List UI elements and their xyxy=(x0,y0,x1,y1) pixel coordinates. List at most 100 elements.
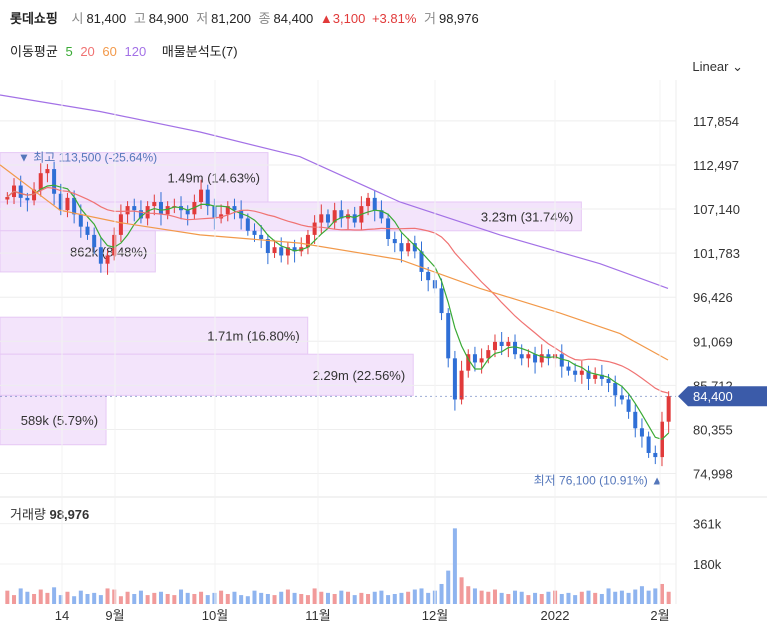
candle xyxy=(98,247,103,264)
volume-bar xyxy=(412,589,417,604)
x-tick-label: 10월 xyxy=(202,608,228,623)
x-tick-label: 12월 xyxy=(422,608,448,623)
volume-bar xyxy=(513,590,518,604)
low-value: 81,200 xyxy=(211,11,251,26)
volume-bar xyxy=(179,589,184,604)
volume-profile-label: 1.49m (14.63%) xyxy=(167,170,260,185)
candle xyxy=(312,222,317,235)
volume-bar xyxy=(472,588,477,604)
candle xyxy=(325,214,330,223)
volume-bar xyxy=(292,592,297,604)
volume-bar xyxy=(352,595,357,604)
candle xyxy=(152,201,157,207)
volume-bar xyxy=(58,595,63,604)
volume-bar xyxy=(192,593,197,604)
candle xyxy=(52,169,57,194)
volume-bar xyxy=(259,592,264,604)
y-tick-label: 96,426 xyxy=(693,290,733,305)
candle xyxy=(566,366,571,371)
candle xyxy=(145,206,150,219)
volume-bar xyxy=(12,595,17,604)
volume-bar xyxy=(65,591,70,604)
high-label: 고 xyxy=(133,11,146,26)
volume-bar xyxy=(386,595,391,604)
volume-bar xyxy=(32,593,37,604)
open-value: 81,400 xyxy=(86,11,127,26)
volume-profile-bar xyxy=(0,353,414,396)
volume-bar xyxy=(245,596,250,604)
volume-bar xyxy=(185,592,190,604)
volume-bar xyxy=(205,595,210,604)
volume-bar xyxy=(639,586,644,604)
volume-bar xyxy=(573,595,578,604)
candle xyxy=(138,210,143,219)
candle xyxy=(92,234,97,248)
volume-bar xyxy=(219,590,224,604)
candle xyxy=(165,206,170,215)
scale-dropdown[interactable]: Linear ⌄ xyxy=(692,59,743,74)
volume-bar xyxy=(459,577,464,604)
candle xyxy=(245,218,250,231)
candle xyxy=(479,358,484,363)
volume-bar xyxy=(372,591,377,604)
candle xyxy=(72,197,77,215)
candle xyxy=(279,247,284,256)
stock-name: 롯데쇼핑 xyxy=(10,11,58,26)
volume-bar xyxy=(18,588,23,604)
volume-bar xyxy=(45,592,50,604)
volume-bar xyxy=(479,590,484,604)
volume-bar xyxy=(112,589,117,604)
candle xyxy=(259,234,264,240)
volume-bar xyxy=(125,591,130,604)
close-value: 84,400 xyxy=(273,11,314,26)
candle xyxy=(613,383,618,396)
volume-bar xyxy=(325,592,330,604)
volume-bar xyxy=(426,592,431,604)
volume-bar xyxy=(506,593,511,604)
candle xyxy=(45,169,50,174)
price-header: 롯데쇼핑 시 81,400 고 84,900 저 81,200 종 84,400 ▲3,… xyxy=(10,8,479,27)
volume-bar xyxy=(666,591,671,604)
candle xyxy=(212,206,217,219)
candle xyxy=(352,214,357,223)
volume-bar xyxy=(319,591,324,604)
candle xyxy=(252,230,257,235)
candle xyxy=(666,396,671,422)
candle xyxy=(379,210,384,219)
volume-bar xyxy=(633,589,638,604)
ma-legend[interactable]: 이동평균 5 20 60 120 매물분석도(7) xyxy=(10,41,242,60)
candle xyxy=(486,350,491,359)
volume-bar xyxy=(366,593,371,604)
candle xyxy=(526,354,531,359)
ma120-label: 120 xyxy=(124,44,147,59)
current-price-value: 84,400 xyxy=(693,389,733,404)
high-value: 84,900 xyxy=(148,11,189,26)
volume-profile-bar xyxy=(0,316,309,355)
volume-bar xyxy=(399,592,404,604)
volume-bar xyxy=(392,593,397,604)
candle xyxy=(466,354,471,371)
volume-bar xyxy=(533,592,538,604)
candle xyxy=(513,341,518,355)
candle xyxy=(546,354,551,359)
candle xyxy=(392,239,397,244)
candle xyxy=(599,374,604,379)
volume-bar xyxy=(492,589,497,604)
volume-bar xyxy=(406,591,411,604)
volume-bar xyxy=(239,595,244,604)
candle xyxy=(619,395,624,400)
candle xyxy=(118,214,123,235)
candle xyxy=(426,271,431,281)
volume-tick-label: 180k xyxy=(693,557,722,572)
high-marker: ▼ 최고 113,500 (-25.64%) xyxy=(18,151,157,165)
volume-bar xyxy=(332,593,337,604)
volume-bar xyxy=(92,592,97,604)
y-tick-label: 74,998 xyxy=(693,467,733,482)
volume-bar xyxy=(105,588,110,604)
candle xyxy=(18,185,23,198)
volume-profile-label[interactable]: 매물분석도(7) xyxy=(161,44,238,59)
volume-bar xyxy=(5,590,10,604)
volume-bar xyxy=(72,596,77,604)
candle xyxy=(78,214,83,227)
